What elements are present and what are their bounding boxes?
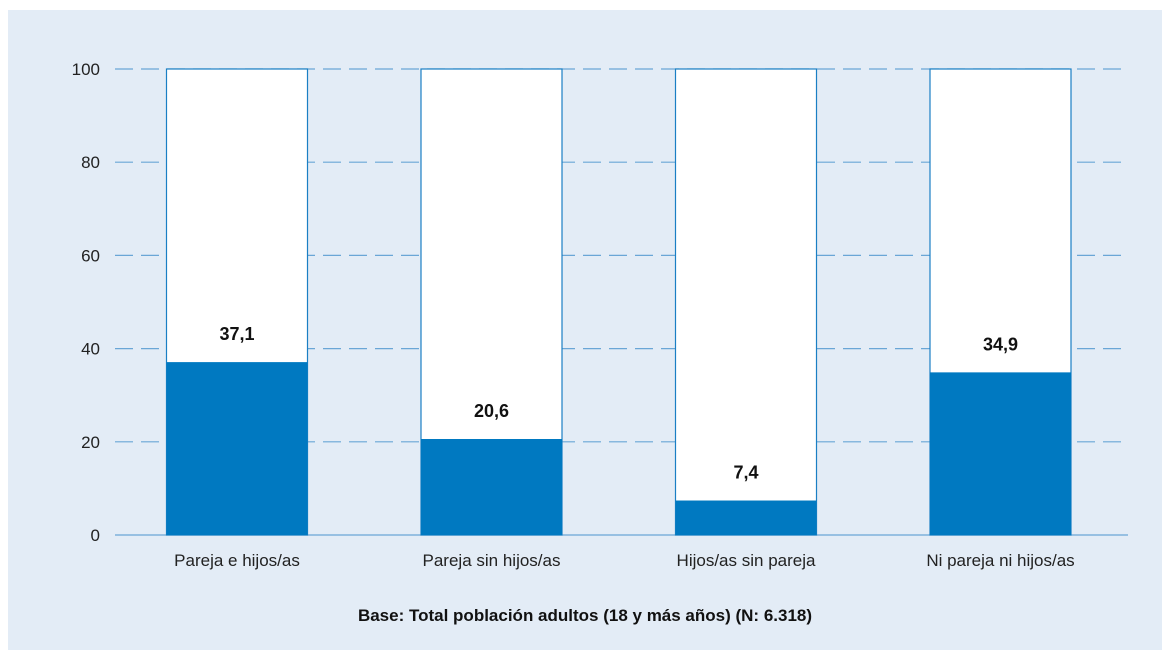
bar <box>675 500 817 535</box>
bar-chart: 0 20 40 60 80 100 37,1 20,6 7,4 34,9 Pareja e hi… <box>72 60 1128 570</box>
bar <box>421 439 562 535</box>
y-tick-label: 40 <box>81 340 100 359</box>
bar-value-label: 7,4 <box>733 463 758 483</box>
bars: 37,1 20,6 7,4 34,9 <box>165 68 1072 536</box>
y-tick-label: 100 <box>72 60 100 79</box>
y-tick-label: 20 <box>81 433 100 452</box>
y-tick-label: 0 <box>91 526 100 545</box>
x-axis-labels: Pareja e hijos/as Pareja sin hijos/as Hijo… <box>174 551 1075 570</box>
bar-value-label: 37,1 <box>219 324 254 344</box>
x-tick-label: Pareja e hijos/as <box>174 551 300 570</box>
bar-value-label: 20,6 <box>474 401 509 421</box>
y-axis-ticks: 0 20 40 60 80 100 <box>72 60 100 545</box>
x-tick-label: Hijos/as sin pareja <box>677 551 816 570</box>
bar <box>930 372 1071 535</box>
x-tick-label: Pareja sin hijos/as <box>423 551 561 570</box>
y-tick-label: 80 <box>81 153 100 172</box>
y-tick-label: 60 <box>81 246 100 265</box>
chart-footnote: Base: Total población adultos (18 y más … <box>357 606 813 625</box>
bar-value-label: 34,9 <box>983 334 1018 354</box>
bar <box>166 362 308 535</box>
x-tick-label: Ni pareja ni hijos/as <box>926 551 1074 570</box>
